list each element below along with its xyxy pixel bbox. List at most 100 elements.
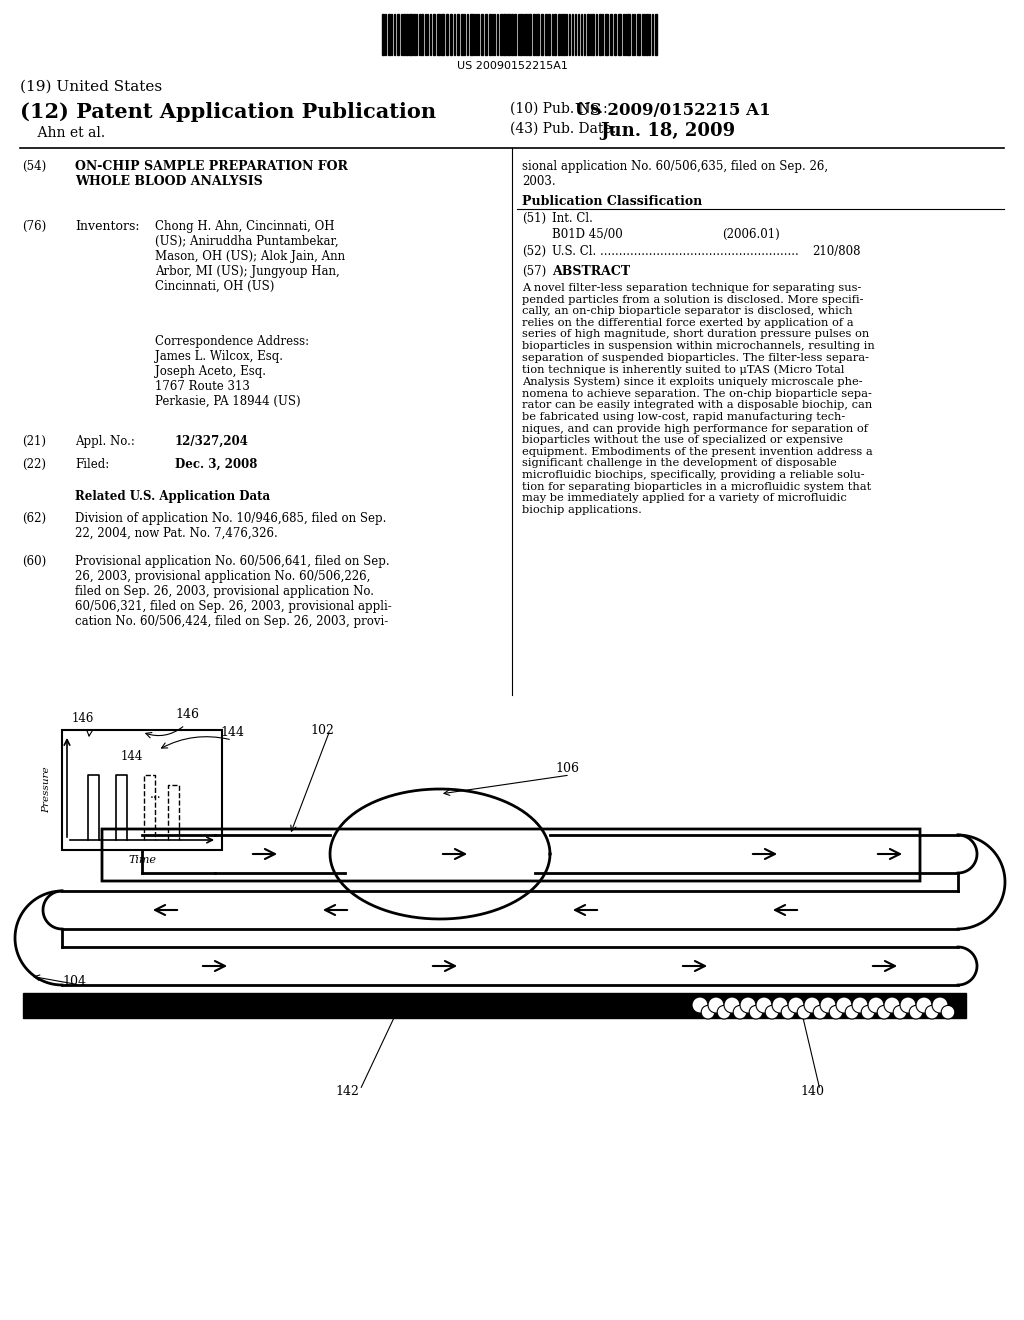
Bar <box>545 15 547 55</box>
Text: (43) Pub. Date:: (43) Pub. Date: <box>510 121 616 136</box>
Circle shape <box>820 997 836 1012</box>
Text: Int. Cl.: Int. Cl. <box>552 213 593 224</box>
Circle shape <box>740 997 756 1012</box>
Text: sional application No. 60/506,635, filed on Sep. 26,
2003.: sional application No. 60/506,635, filed… <box>522 160 828 187</box>
Circle shape <box>708 997 724 1012</box>
Text: (12) Patent Application Publication: (12) Patent Application Publication <box>20 102 436 121</box>
Circle shape <box>878 1006 891 1019</box>
Text: (2006.01): (2006.01) <box>722 228 779 242</box>
Text: Division of application No. 10/946,685, filed on Sep.
22, 2004, now Pat. No. 7,4: Division of application No. 10/946,685, … <box>75 512 386 540</box>
Bar <box>62 730 222 850</box>
Text: 12/327,204: 12/327,204 <box>175 436 249 447</box>
Bar <box>409 15 412 55</box>
Bar <box>507 15 510 55</box>
Text: US 20090152215A1: US 20090152215A1 <box>457 61 567 71</box>
Circle shape <box>717 1006 731 1019</box>
Circle shape <box>772 997 788 1012</box>
Bar <box>536 15 539 55</box>
Circle shape <box>692 997 708 1012</box>
Text: Ahn et al.: Ahn et al. <box>20 125 105 140</box>
Bar <box>646 15 648 55</box>
Bar <box>541 15 543 55</box>
Circle shape <box>756 997 772 1012</box>
Text: ...: ... <box>150 788 161 801</box>
Bar <box>525 15 527 55</box>
Bar <box>614 15 616 55</box>
Text: (54): (54) <box>22 160 46 173</box>
Circle shape <box>900 997 916 1012</box>
Bar <box>563 15 565 55</box>
Bar <box>382 15 384 55</box>
Text: (22): (22) <box>22 458 46 471</box>
Text: US 2009/0152215 A1: US 2009/0152215 A1 <box>575 102 771 119</box>
Text: Publication Classification: Publication Classification <box>522 195 702 209</box>
Circle shape <box>852 997 868 1012</box>
Text: Dec. 3, 2008: Dec. 3, 2008 <box>175 458 257 471</box>
Bar <box>450 15 452 55</box>
Text: ON-CHIP SAMPLE PREPARATION FOR
WHOLE BLOOD ANALYSIS: ON-CHIP SAMPLE PREPARATION FOR WHOLE BLO… <box>75 160 348 187</box>
Circle shape <box>750 1006 763 1019</box>
Circle shape <box>701 1006 715 1019</box>
Circle shape <box>765 1006 779 1019</box>
Circle shape <box>804 997 820 1012</box>
Text: 144: 144 <box>220 726 244 739</box>
Bar <box>503 15 506 55</box>
Bar <box>489 15 490 55</box>
Circle shape <box>868 997 884 1012</box>
Bar <box>554 15 556 55</box>
Circle shape <box>788 997 804 1012</box>
Bar <box>406 15 408 55</box>
Bar <box>485 15 487 55</box>
Text: (76): (76) <box>22 220 46 234</box>
Bar <box>618 15 621 55</box>
Circle shape <box>845 1006 859 1019</box>
Circle shape <box>813 1006 826 1019</box>
Circle shape <box>781 1006 795 1019</box>
Text: 104: 104 <box>62 975 86 987</box>
Text: U.S. Cl. .....................................................: U.S. Cl. ...............................… <box>552 246 799 257</box>
Text: ABSTRACT: ABSTRACT <box>552 265 630 279</box>
Text: (19) United States: (19) United States <box>20 81 162 94</box>
Text: (21): (21) <box>22 436 46 447</box>
Bar <box>534 15 535 55</box>
Circle shape <box>836 997 852 1012</box>
Bar <box>627 15 630 55</box>
Bar <box>380 12 660 57</box>
Bar <box>558 15 560 55</box>
Circle shape <box>916 997 932 1012</box>
Text: Jun. 18, 2009: Jun. 18, 2009 <box>600 121 735 140</box>
Bar <box>457 15 459 55</box>
Circle shape <box>733 1006 746 1019</box>
Text: 102: 102 <box>310 723 334 737</box>
Text: Filed:: Filed: <box>75 458 110 471</box>
Text: Inventors:: Inventors: <box>75 220 139 234</box>
Text: Provisional application No. 60/506,641, filed on Sep.
26, 2003, provisional appl: Provisional application No. 60/506,641, … <box>75 554 392 628</box>
Bar <box>599 15 601 55</box>
Bar <box>592 15 594 55</box>
Text: 140: 140 <box>800 1085 824 1098</box>
Text: Pressure: Pressure <box>43 767 51 813</box>
Text: Time: Time <box>128 855 156 865</box>
Text: B01D 45/00: B01D 45/00 <box>552 228 623 242</box>
Circle shape <box>941 1006 954 1019</box>
Bar <box>655 15 657 55</box>
Bar <box>388 15 390 55</box>
Circle shape <box>932 997 948 1012</box>
Bar <box>610 15 612 55</box>
Bar <box>511 15 513 55</box>
Bar <box>397 15 399 55</box>
Text: 146: 146 <box>175 708 199 721</box>
Text: (51): (51) <box>522 213 546 224</box>
Bar <box>470 15 473 55</box>
Bar <box>441 15 444 55</box>
Text: (60): (60) <box>22 554 46 568</box>
Text: 144: 144 <box>121 750 143 763</box>
Text: Appl. No.:: Appl. No.: <box>75 436 135 447</box>
Bar <box>403 15 406 55</box>
Circle shape <box>884 997 900 1012</box>
Circle shape <box>861 1006 874 1019</box>
Text: 146: 146 <box>72 711 94 725</box>
Text: Chong H. Ahn, Cincinnati, OH
(US); Aniruddha Puntambekar,
Mason, OH (US); Alok J: Chong H. Ahn, Cincinnati, OH (US); Aniru… <box>155 220 345 293</box>
Text: (62): (62) <box>22 512 46 525</box>
Bar <box>413 15 415 55</box>
